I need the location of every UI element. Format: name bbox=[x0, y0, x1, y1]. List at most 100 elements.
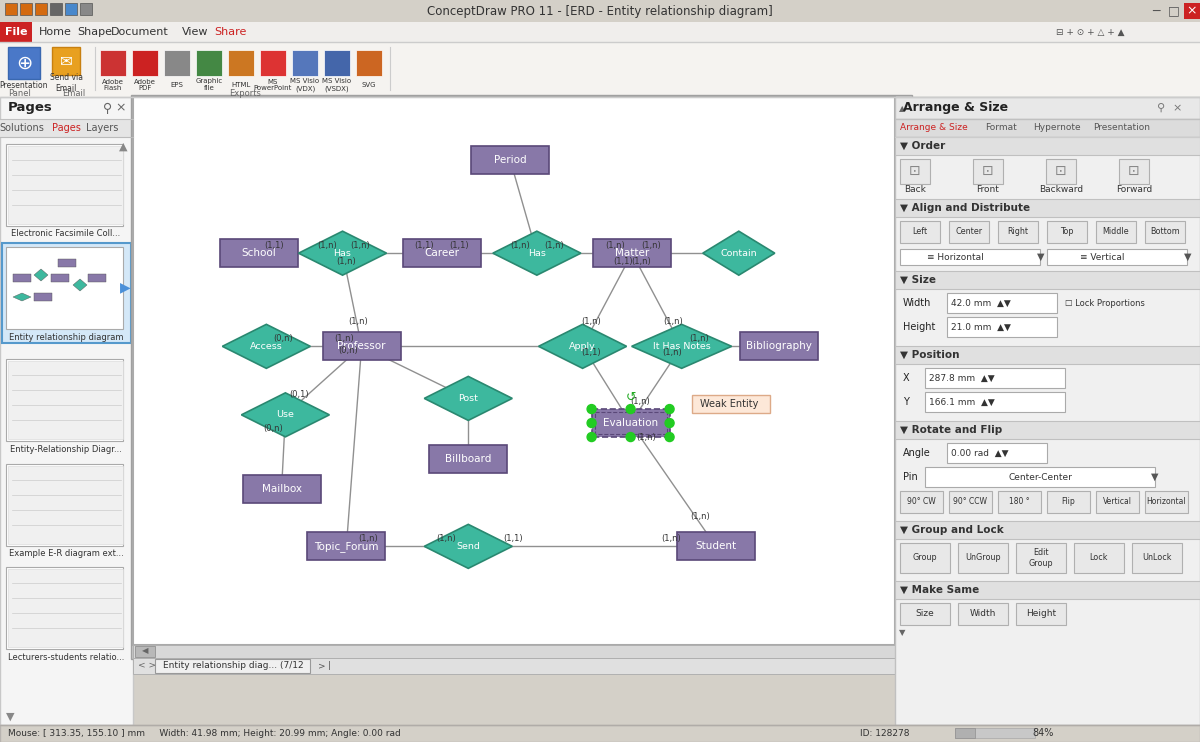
Text: HTML: HTML bbox=[232, 82, 251, 88]
Circle shape bbox=[587, 418, 596, 427]
Text: 90° CCW: 90° CCW bbox=[953, 497, 986, 507]
Text: SVG: SVG bbox=[361, 82, 377, 88]
FancyBboxPatch shape bbox=[0, 22, 32, 42]
Text: Has: Has bbox=[528, 249, 546, 257]
FancyBboxPatch shape bbox=[895, 119, 1200, 137]
Text: Pin: Pin bbox=[904, 472, 918, 482]
Text: Send via
Email: Send via Email bbox=[49, 73, 83, 93]
FancyBboxPatch shape bbox=[324, 50, 350, 76]
Text: Career: Career bbox=[424, 248, 460, 258]
Polygon shape bbox=[241, 393, 329, 437]
FancyBboxPatch shape bbox=[895, 97, 1200, 119]
Text: (1,n): (1,n) bbox=[359, 533, 378, 543]
Text: ▼: ▼ bbox=[899, 628, 905, 637]
Text: Weak Entity: Weak Entity bbox=[701, 399, 758, 409]
FancyBboxPatch shape bbox=[895, 421, 1200, 439]
Text: (1,n): (1,n) bbox=[437, 533, 456, 543]
Text: ◀: ◀ bbox=[142, 646, 149, 655]
FancyBboxPatch shape bbox=[292, 50, 318, 76]
Text: (1,n): (1,n) bbox=[335, 334, 354, 343]
Text: 84%: 84% bbox=[1032, 728, 1054, 738]
FancyBboxPatch shape bbox=[949, 491, 992, 513]
Text: Topic_Forum: Topic_Forum bbox=[314, 541, 379, 552]
FancyBboxPatch shape bbox=[133, 645, 895, 658]
FancyBboxPatch shape bbox=[8, 569, 124, 647]
FancyBboxPatch shape bbox=[592, 409, 670, 437]
FancyBboxPatch shape bbox=[6, 567, 124, 649]
Text: ⊕: ⊕ bbox=[16, 53, 32, 73]
FancyBboxPatch shape bbox=[8, 466, 124, 544]
Text: Adobe
PDF: Adobe PDF bbox=[134, 79, 156, 91]
Text: ─: ─ bbox=[1152, 4, 1159, 18]
Text: ▼ Size: ▼ Size bbox=[900, 275, 936, 285]
Text: Mailbox: Mailbox bbox=[262, 484, 301, 494]
FancyBboxPatch shape bbox=[1120, 159, 1150, 184]
FancyBboxPatch shape bbox=[58, 259, 76, 267]
Text: Center-Center: Center-Center bbox=[1008, 473, 1072, 482]
FancyBboxPatch shape bbox=[35, 3, 47, 15]
FancyBboxPatch shape bbox=[1046, 221, 1087, 243]
Text: Example E-R diagram ext...: Example E-R diagram ext... bbox=[8, 550, 124, 559]
Text: ID: 128278: ID: 128278 bbox=[860, 729, 910, 738]
FancyBboxPatch shape bbox=[131, 95, 912, 659]
Text: Group: Group bbox=[913, 554, 937, 562]
Text: (1,n): (1,n) bbox=[661, 533, 682, 543]
FancyBboxPatch shape bbox=[955, 728, 974, 738]
Text: Apply: Apply bbox=[569, 342, 596, 351]
Text: (1,1): (1,1) bbox=[503, 533, 523, 543]
Text: Lock: Lock bbox=[1090, 554, 1109, 562]
FancyBboxPatch shape bbox=[896, 623, 910, 643]
FancyBboxPatch shape bbox=[2, 243, 131, 343]
FancyBboxPatch shape bbox=[594, 412, 666, 434]
FancyBboxPatch shape bbox=[947, 443, 1046, 463]
FancyBboxPatch shape bbox=[900, 159, 930, 184]
FancyBboxPatch shape bbox=[895, 97, 1200, 725]
FancyBboxPatch shape bbox=[8, 47, 40, 79]
Text: (1,n): (1,n) bbox=[544, 240, 564, 249]
Text: (1,n): (1,n) bbox=[350, 240, 371, 249]
Text: Mouse: [ 313.35, 155.10 ] mm     Width: 41.98 mm; Height: 20.99 mm; Angle: 0.00 : Mouse: [ 313.35, 155.10 ] mm Width: 41.9… bbox=[8, 729, 401, 738]
FancyBboxPatch shape bbox=[998, 491, 1042, 513]
Text: Edit
Group: Edit Group bbox=[1028, 548, 1054, 568]
Text: Graphic
file: Graphic file bbox=[196, 79, 223, 91]
Text: (1,n): (1,n) bbox=[336, 257, 356, 266]
FancyBboxPatch shape bbox=[900, 603, 950, 625]
Circle shape bbox=[665, 418, 674, 427]
Text: Left: Left bbox=[912, 228, 928, 237]
Text: (1,n): (1,n) bbox=[636, 433, 656, 441]
Text: Access: Access bbox=[250, 342, 283, 351]
Polygon shape bbox=[73, 279, 88, 291]
FancyBboxPatch shape bbox=[900, 543, 950, 573]
Text: (1,n): (1,n) bbox=[662, 317, 683, 326]
FancyBboxPatch shape bbox=[88, 274, 106, 282]
Text: (1,1): (1,1) bbox=[264, 240, 283, 249]
Text: UnLock: UnLock bbox=[1142, 554, 1171, 562]
Text: ↺: ↺ bbox=[625, 390, 636, 404]
Text: Flip: Flip bbox=[1061, 497, 1075, 507]
Text: ConceptDraw PRO 11 - [ERD - Entity relationship diagram]: ConceptDraw PRO 11 - [ERD - Entity relat… bbox=[427, 4, 773, 18]
FancyBboxPatch shape bbox=[155, 659, 310, 673]
Text: ▼ Make Same: ▼ Make Same bbox=[900, 585, 979, 595]
Text: 180 °: 180 ° bbox=[1009, 497, 1030, 507]
Text: Billboard: Billboard bbox=[445, 453, 492, 464]
Text: Adobe
Flash: Adobe Flash bbox=[102, 79, 124, 91]
FancyBboxPatch shape bbox=[998, 221, 1038, 243]
Polygon shape bbox=[299, 232, 386, 275]
Text: (1,1): (1,1) bbox=[414, 240, 433, 249]
Text: ▲: ▲ bbox=[899, 105, 905, 114]
Text: (0,1): (0,1) bbox=[289, 390, 308, 399]
FancyBboxPatch shape bbox=[0, 97, 133, 725]
Text: Professor: Professor bbox=[337, 341, 386, 352]
Text: ⊡: ⊡ bbox=[1128, 164, 1140, 178]
Text: MS Visio
(VSDX): MS Visio (VSDX) bbox=[323, 78, 352, 92]
Text: Top: Top bbox=[1061, 228, 1074, 237]
Text: ⊡: ⊡ bbox=[910, 164, 920, 178]
FancyBboxPatch shape bbox=[947, 317, 1057, 337]
Text: ≡ Horizontal: ≡ Horizontal bbox=[926, 252, 983, 261]
Text: Center: Center bbox=[955, 228, 983, 237]
Text: (1,n): (1,n) bbox=[510, 240, 529, 249]
Text: Format: Format bbox=[985, 123, 1016, 133]
Text: (1,n): (1,n) bbox=[605, 240, 625, 249]
Text: Hypernote: Hypernote bbox=[1033, 123, 1081, 133]
Circle shape bbox=[587, 404, 596, 413]
